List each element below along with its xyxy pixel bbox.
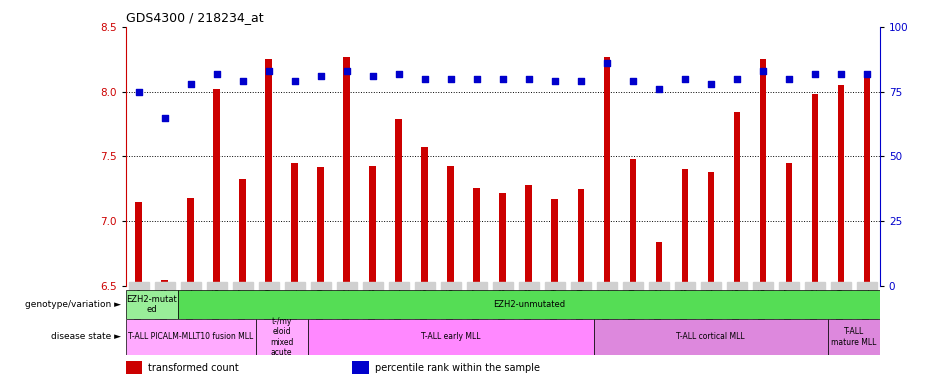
Text: T-ALL early MLL: T-ALL early MLL xyxy=(421,333,480,341)
Bar xyxy=(525,185,532,286)
Text: genotype/variation ►: genotype/variation ► xyxy=(25,300,121,309)
Point xyxy=(495,76,510,82)
Bar xyxy=(681,169,688,286)
Point xyxy=(521,76,536,82)
Bar xyxy=(126,319,256,355)
Point xyxy=(417,76,432,82)
Point xyxy=(755,68,770,74)
Point xyxy=(807,71,822,77)
Point xyxy=(729,76,744,82)
Text: disease state ►: disease state ► xyxy=(51,333,121,341)
Bar xyxy=(352,361,369,374)
Bar xyxy=(344,57,350,286)
Bar xyxy=(135,202,142,286)
Bar xyxy=(370,166,376,286)
Text: EZH2-mutat
ed: EZH2-mutat ed xyxy=(127,295,177,314)
Bar xyxy=(734,113,740,286)
Point xyxy=(339,68,354,74)
Point xyxy=(859,71,874,77)
Point xyxy=(313,73,328,79)
Point xyxy=(833,71,848,77)
Bar xyxy=(448,166,454,286)
Bar xyxy=(864,76,870,286)
Bar xyxy=(308,319,594,355)
Bar xyxy=(603,57,610,286)
Bar xyxy=(812,94,818,286)
Point xyxy=(288,78,303,84)
Bar xyxy=(213,89,220,286)
Point xyxy=(547,78,562,84)
Bar xyxy=(239,179,246,286)
Point xyxy=(365,73,380,79)
Point xyxy=(209,71,224,77)
Point xyxy=(443,76,458,82)
Bar xyxy=(786,163,792,286)
Text: EZH2-unmutated: EZH2-unmutated xyxy=(492,300,565,309)
Bar xyxy=(500,193,506,286)
Point xyxy=(131,89,146,95)
Point xyxy=(183,81,198,87)
Bar xyxy=(317,167,324,286)
Text: t-/my
eloid
mixed
acute: t-/my eloid mixed acute xyxy=(270,317,293,357)
Text: T-ALL PICALM-MLLT10 fusion MLL: T-ALL PICALM-MLLT10 fusion MLL xyxy=(128,333,253,341)
Point xyxy=(600,60,614,66)
Bar xyxy=(474,188,480,286)
Bar xyxy=(577,189,584,286)
Bar xyxy=(551,199,558,286)
Point xyxy=(262,68,277,74)
Bar xyxy=(161,280,168,286)
Text: T-ALL cortical MLL: T-ALL cortical MLL xyxy=(677,333,745,341)
Point xyxy=(469,76,484,82)
Bar xyxy=(655,242,662,286)
Point xyxy=(236,78,250,84)
Point xyxy=(573,78,588,84)
Text: GDS4300 / 218234_at: GDS4300 / 218234_at xyxy=(126,11,263,24)
Bar xyxy=(422,147,428,286)
Bar xyxy=(594,319,828,355)
Point xyxy=(157,114,172,121)
Text: percentile rank within the sample: percentile rank within the sample xyxy=(374,363,540,373)
Bar xyxy=(126,361,142,374)
Bar xyxy=(708,172,714,286)
Point xyxy=(781,76,796,82)
Bar xyxy=(838,85,844,286)
Point xyxy=(703,81,718,87)
Point xyxy=(678,76,693,82)
Bar xyxy=(265,59,272,286)
Bar xyxy=(256,319,308,355)
Text: transformed count: transformed count xyxy=(148,363,239,373)
Bar xyxy=(396,119,402,286)
Bar xyxy=(291,163,298,286)
Point xyxy=(391,71,406,77)
Bar xyxy=(629,159,636,286)
Bar xyxy=(187,198,194,286)
Text: T-ALL
mature MLL: T-ALL mature MLL xyxy=(831,327,876,347)
Point xyxy=(652,86,667,92)
Bar xyxy=(760,59,766,286)
Bar xyxy=(126,290,178,319)
Bar xyxy=(828,319,880,355)
Point xyxy=(626,78,641,84)
